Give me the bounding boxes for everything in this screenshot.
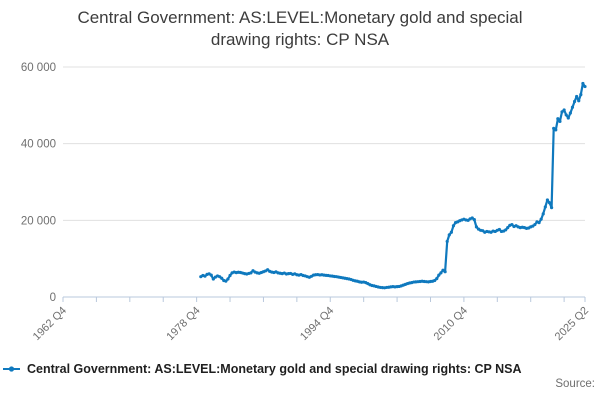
series-point bbox=[449, 230, 453, 234]
series-point bbox=[564, 113, 568, 117]
series-point bbox=[543, 205, 547, 209]
series-point bbox=[433, 278, 437, 283]
series-point bbox=[504, 228, 508, 232]
series-point bbox=[220, 276, 224, 280]
series-point bbox=[211, 277, 215, 281]
series-point bbox=[554, 128, 558, 132]
x-tick-label: 1978 Q4 bbox=[164, 305, 202, 343]
series-point bbox=[577, 99, 581, 103]
series-point bbox=[439, 271, 443, 275]
series-point bbox=[570, 105, 575, 109]
series-point bbox=[445, 239, 449, 244]
y-tick-label: 40 000 bbox=[21, 139, 56, 151]
series-point bbox=[575, 94, 579, 99]
series-point bbox=[447, 233, 451, 237]
series-point bbox=[443, 270, 447, 274]
series-point bbox=[572, 99, 577, 104]
legend-label: Central Government: AS:LEVEL:Monetary go… bbox=[27, 362, 522, 376]
series-point bbox=[549, 206, 554, 210]
y-tick-label: 20 000 bbox=[21, 215, 56, 227]
series-point bbox=[583, 84, 587, 89]
source-label: Source: bbox=[555, 378, 595, 390]
legend-item: Central Government: AS:LEVEL:Monetary go… bbox=[3, 362, 522, 376]
series-point bbox=[228, 273, 232, 278]
chart-title: Central Government: AS:LEVEL:Monetary go… bbox=[77, 8, 523, 49]
y-tick-label: 0 bbox=[50, 292, 56, 304]
series-point bbox=[224, 279, 228, 283]
series-point bbox=[539, 217, 543, 221]
series-point bbox=[533, 222, 537, 227]
series-point bbox=[545, 198, 550, 202]
series-point bbox=[560, 110, 564, 114]
series-point bbox=[541, 212, 545, 216]
y-tick-label: 60 000 bbox=[21, 62, 56, 74]
series-point bbox=[547, 201, 552, 205]
series-point bbox=[451, 224, 456, 228]
series-point bbox=[474, 225, 479, 229]
x-tick-label: 1962 Q4 bbox=[31, 305, 69, 343]
series-point bbox=[497, 227, 501, 232]
x-tick-label: 2025 Q2 bbox=[553, 305, 591, 343]
series-point bbox=[249, 271, 253, 275]
series-point bbox=[581, 81, 585, 86]
series-point bbox=[558, 119, 562, 124]
series-point bbox=[437, 273, 441, 277]
series-point bbox=[562, 108, 566, 112]
series-point bbox=[537, 221, 541, 225]
series-point bbox=[556, 117, 560, 121]
x-tick-label: 1994 Q4 bbox=[298, 305, 336, 343]
series-point bbox=[209, 273, 213, 277]
series-point bbox=[566, 116, 570, 120]
series-point bbox=[579, 93, 583, 97]
series-point bbox=[506, 226, 510, 230]
line-chart: 0 20 000 40 000 60 000 1962 Q4 1978 Q4 1994 Q4… bbox=[21, 62, 591, 343]
series-point bbox=[226, 277, 230, 281]
series-line bbox=[199, 82, 587, 289]
series-point bbox=[568, 111, 572, 115]
series-line-marker-icon bbox=[3, 366, 20, 372]
series-point bbox=[510, 222, 514, 227]
x-tick-label: 2010 Q4 bbox=[432, 305, 470, 343]
series-point bbox=[435, 277, 439, 281]
series-point bbox=[472, 217, 476, 222]
